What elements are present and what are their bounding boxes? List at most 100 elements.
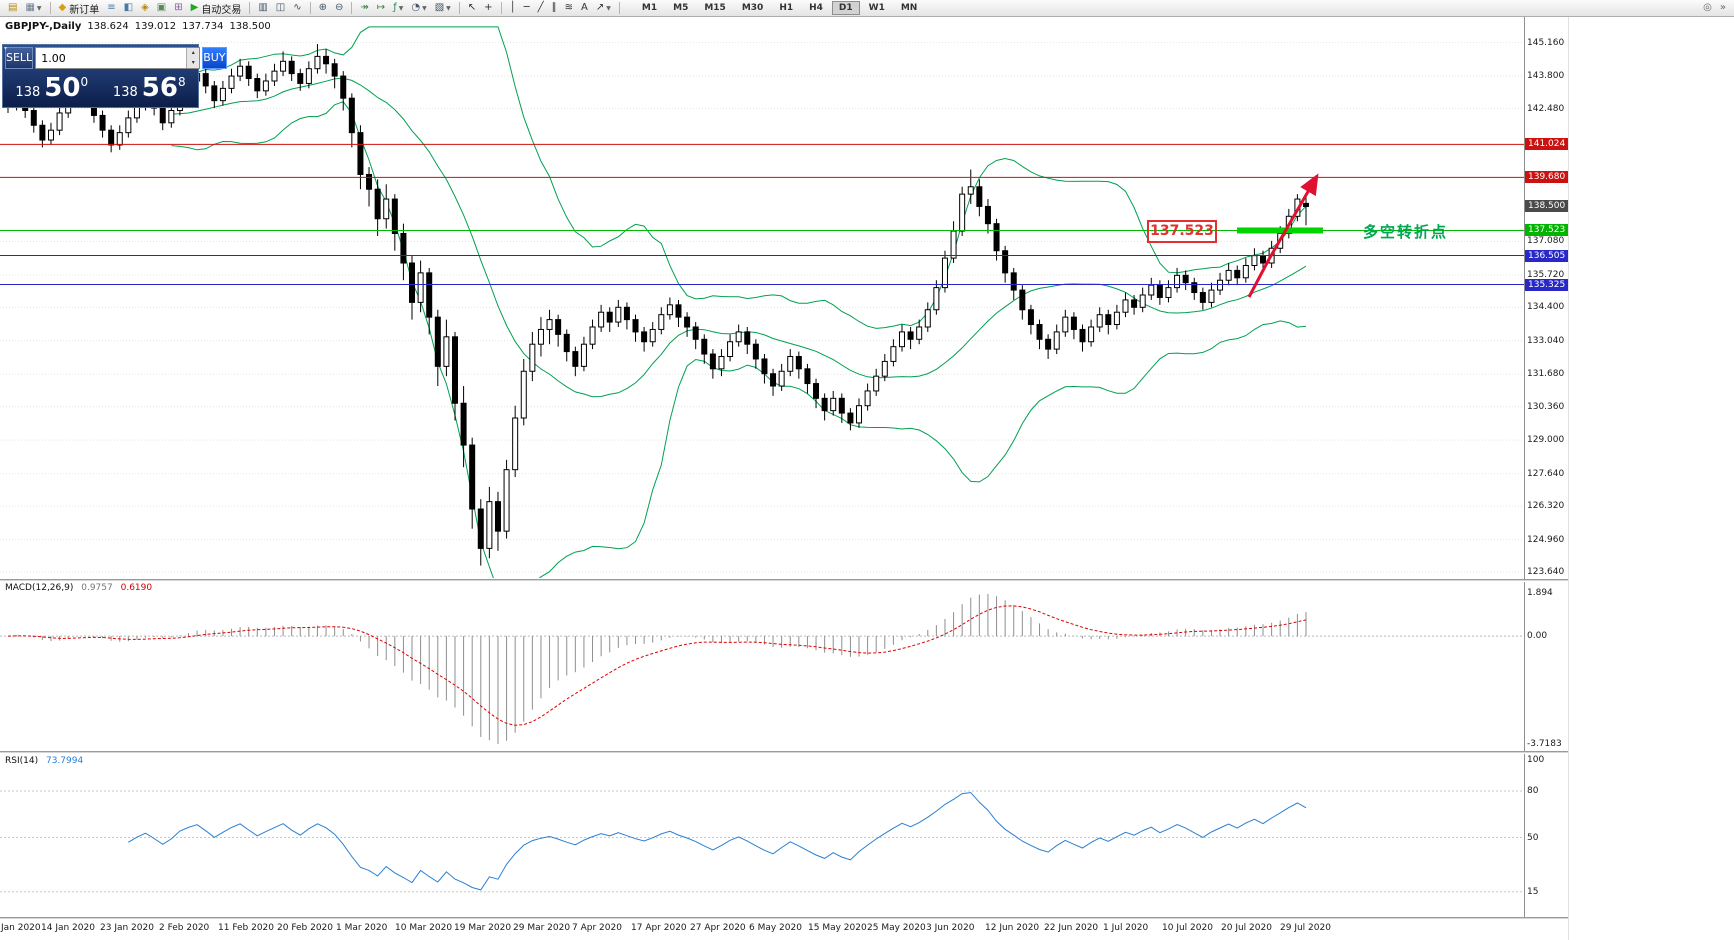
low-value: 137.734 xyxy=(182,21,224,32)
toolbar-separator xyxy=(500,2,502,14)
new-chart-button[interactable]: ▤ xyxy=(5,1,20,16)
zoom-out-button[interactable]: ⊖ xyxy=(332,1,346,16)
bar-chart-button[interactable]: ▥ xyxy=(255,1,270,16)
ask-pips: 56 xyxy=(141,73,178,103)
macd-main-value: 0.9757 xyxy=(81,583,113,593)
panel-separator[interactable] xyxy=(0,917,1568,920)
strategy-tester-button[interactable]: ⊞ xyxy=(171,1,185,16)
fibonacci-button[interactable]: ≋ xyxy=(562,1,576,16)
toolbar-right: ◎» xyxy=(1699,1,1730,16)
volume-increase-button[interactable]: ▴ xyxy=(187,48,200,58)
open-value: 138.624 xyxy=(87,21,129,32)
navigator-button[interactable]: ◈ xyxy=(138,1,152,16)
new-chart-icon: ▤ xyxy=(8,2,18,13)
templates-button[interactable]: ▧ ▼ xyxy=(432,1,454,16)
market-watch-button[interactable]: ≡ xyxy=(104,1,118,16)
indicators-dropdown-icon[interactable]: ▼ xyxy=(398,4,404,12)
terminal-button[interactable]: ▣ xyxy=(154,1,169,16)
templates-icon: ▧ xyxy=(434,2,445,13)
periods-icon: ◔ xyxy=(411,2,421,13)
candlestick-chart-button[interactable]: ◫ xyxy=(273,1,288,16)
macd-signal-value: 0.6190 xyxy=(120,583,153,593)
timeframe-m5-button[interactable]: M5 xyxy=(673,3,689,13)
market-watch-icon: ≡ xyxy=(107,2,116,13)
text-icon: A xyxy=(581,2,588,13)
arrows-dropdown-icon[interactable]: ▼ xyxy=(606,4,611,12)
bid-fraction: 0 xyxy=(80,75,89,89)
toolbar-overflow-button[interactable]: » xyxy=(1717,1,1729,16)
chart-shift-button[interactable]: ↦ xyxy=(374,1,388,16)
volume-decrease-button[interactable]: ▾ xyxy=(187,58,200,68)
toolbar-search-button[interactable]: ◎ xyxy=(1700,1,1715,16)
panel-separator[interactable] xyxy=(0,579,1568,582)
new-order-icon: ◆ xyxy=(58,2,67,13)
chart-shift-icon: ↦ xyxy=(376,2,386,13)
toolbar-separator xyxy=(458,2,460,14)
bid-big-figure: 138 xyxy=(15,84,41,100)
ask-price: 138 56 8 xyxy=(101,69,199,107)
one-click-trading-panel: ▾ SELL ▴ ▾ BUY 138 50 0 138 56 8 xyxy=(2,44,227,108)
close-value: 138.500 xyxy=(229,21,271,32)
periods-dropdown-icon[interactable]: ▼ xyxy=(422,4,427,12)
profiles-dropdown-icon[interactable]: ▼ xyxy=(36,4,42,12)
vertical-line-button[interactable]: │ xyxy=(507,1,519,16)
arrows-icon: ↗ xyxy=(595,2,605,13)
panel-separator[interactable] xyxy=(0,751,1568,754)
equidistant-channel-icon: ∥ xyxy=(551,2,557,13)
volume-input[interactable] xyxy=(36,48,187,68)
price-axis xyxy=(1524,17,1568,920)
autotrading-label: 自动交易 xyxy=(201,4,242,16)
timeframe-h1-button[interactable]: H1 xyxy=(779,3,794,13)
zoom-out-icon: ⊖ xyxy=(335,2,344,13)
new-order-button[interactable]: ◆ 新订单 xyxy=(56,1,103,16)
auto-scroll-button[interactable]: ↠ xyxy=(357,1,371,16)
trendline-button[interactable]: ╱ xyxy=(535,1,547,16)
equidistant-channel-button[interactable]: ∥ xyxy=(549,1,560,16)
toolbar: ▤ ▦ ▼ ◆ 新订单 ≡ ◧ ◈ ▣ ⊞ ▶ 自动交易 ▥ ◫ ∿ ⊕ ⊖ ↠ ↦ ƒ ▼ ◔ ▼ ▧ ▼ ↖ + │ ─ ╱ ∥ ≋ A ↗ ▼… xyxy=(0,0,1734,17)
horizontal-line-button[interactable]: ─ xyxy=(521,1,533,16)
profiles-icon: ▦ xyxy=(25,2,35,13)
profiles-button[interactable]: ▦ ▼ xyxy=(22,1,44,16)
new-order-label: 新订单 xyxy=(69,4,100,16)
line-chart-button[interactable]: ∿ xyxy=(290,1,304,16)
high-value: 139.012 xyxy=(134,21,177,32)
macd-label: MACD(12,26,9) 0.9757 0.6190 xyxy=(5,583,152,593)
toolbar-separator xyxy=(249,2,251,14)
bid-pips: 50 xyxy=(44,73,81,103)
turning-point-label[interactable]: 多空转折点 xyxy=(1363,223,1449,241)
templates-dropdown-icon[interactable]: ▼ xyxy=(446,4,451,12)
macd-name: MACD(12,26,9) xyxy=(5,583,74,593)
timeframe-w1-button[interactable]: W1 xyxy=(868,3,885,13)
toolbar-separator xyxy=(309,2,311,14)
cursor-button[interactable]: ↖ xyxy=(465,1,479,16)
auto-scroll-icon: ↠ xyxy=(360,2,369,13)
terminal-icon: ▣ xyxy=(156,2,167,13)
price-annotation-box[interactable]: 137.523 xyxy=(1147,220,1217,243)
arrows-button[interactable]: ↗ ▼ xyxy=(593,1,614,16)
symbol-period-label: GBPJPY-,Daily xyxy=(5,21,82,32)
toolbar-separator xyxy=(618,2,620,14)
volume-stepper: ▴ ▾ xyxy=(186,48,200,68)
buy-button[interactable]: BUY xyxy=(202,47,227,69)
data-window-button[interactable]: ◧ xyxy=(121,1,136,16)
timeframe-m15-button[interactable]: M15 xyxy=(704,3,726,13)
rsi-name: RSI(14) xyxy=(5,756,39,766)
indicators-button[interactable]: ƒ ▼ xyxy=(390,1,406,16)
zoom-in-button[interactable]: ⊕ xyxy=(316,1,330,16)
timeframe-m1-button[interactable]: M1 xyxy=(641,3,658,13)
timeframe-h4-button[interactable]: H4 xyxy=(809,3,823,13)
periods-button[interactable]: ◔ ▼ xyxy=(408,1,429,16)
toolbar-overflow-icon: » xyxy=(1719,2,1726,13)
text-button[interactable]: A xyxy=(578,1,591,16)
one-click-collapse-icon[interactable]: ▾ xyxy=(4,45,8,52)
sell-button[interactable]: SELL xyxy=(5,47,34,69)
timeframe-d1-button[interactable]: D1 xyxy=(831,1,860,15)
timeframe-m30-button[interactable]: M30 xyxy=(741,3,764,13)
timeframe-mn-button[interactable]: MN xyxy=(900,3,918,13)
ask-fraction: 8 xyxy=(177,75,186,89)
autotrading-button[interactable]: ▶ 自动交易 xyxy=(188,1,245,16)
crosshair-button[interactable]: + xyxy=(481,1,495,16)
timeframe-toolbar: M1 M5 M15 M30 H1 H4 D1 W1 MN xyxy=(634,1,925,15)
trendline-icon: ╱ xyxy=(537,2,544,13)
